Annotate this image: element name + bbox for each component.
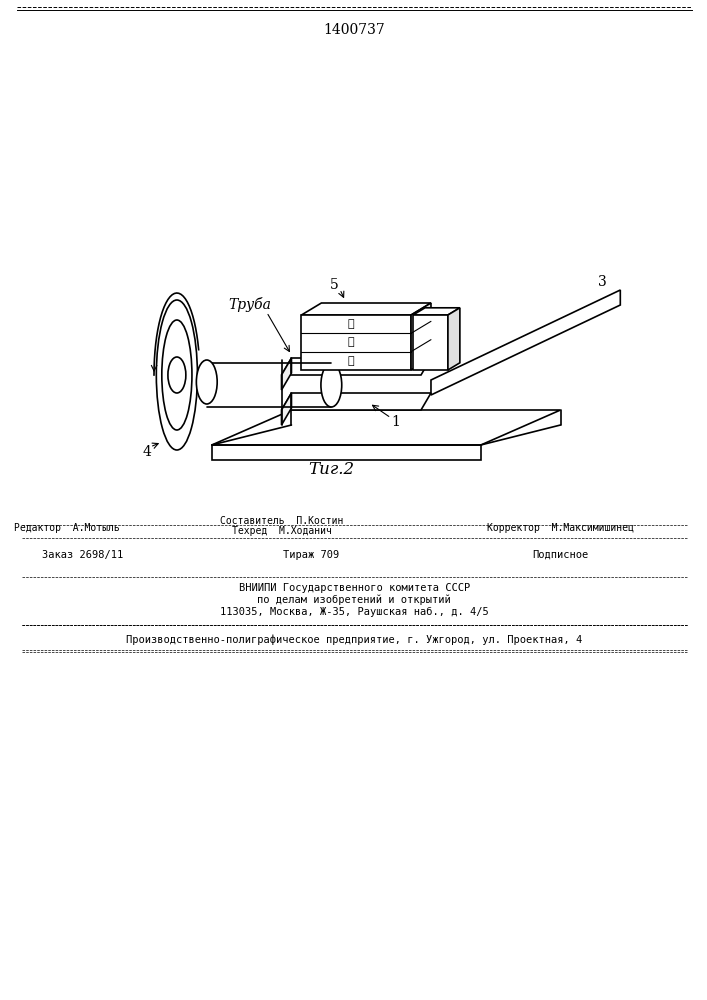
Text: Корректор  М.Максимишинец: Корректор М.Максимишинец [487, 523, 634, 533]
Text: Техред  М.Ходанич: Техред М.Ходанич [232, 526, 332, 536]
Polygon shape [413, 315, 448, 370]
Text: Труба: Труба [228, 298, 271, 312]
Polygon shape [281, 393, 431, 410]
Text: Подписное: Подписное [532, 550, 589, 560]
Ellipse shape [197, 360, 217, 404]
Text: 5: 5 [330, 278, 339, 292]
Ellipse shape [162, 320, 192, 430]
Text: ②: ② [347, 338, 354, 348]
Text: Τиг.2: Τиг.2 [308, 462, 354, 479]
Text: Тираж 709: Тираж 709 [284, 550, 339, 560]
Ellipse shape [156, 300, 197, 450]
Text: ③: ③ [347, 319, 354, 329]
Ellipse shape [168, 357, 186, 393]
Text: Заказ 2698/11: Заказ 2698/11 [42, 550, 123, 560]
Text: 3: 3 [598, 275, 607, 289]
Polygon shape [301, 303, 431, 315]
Polygon shape [281, 358, 291, 390]
Polygon shape [431, 290, 620, 395]
Polygon shape [281, 358, 431, 375]
Polygon shape [411, 303, 431, 370]
Text: Составитель  П.Костин: Составитель П.Костин [220, 516, 343, 526]
Text: по делам изобретений и открытий: по делам изобретений и открытий [257, 595, 451, 605]
Polygon shape [448, 308, 460, 370]
Text: 1: 1 [392, 415, 401, 429]
Text: 4: 4 [143, 445, 151, 459]
Text: Производственно-полиграфическое предприятие, г. Ужгород, ул. Проектная, 4: Производственно-полиграфическое предприя… [126, 635, 583, 645]
Text: ВНИИПИ Государственного комитета СССР: ВНИИПИ Государственного комитета СССР [239, 583, 470, 593]
Polygon shape [301, 315, 411, 370]
Text: ①: ① [347, 356, 354, 366]
Text: 113035, Москва, Ж-35, Раушская наб., д. 4/5: 113035, Москва, Ж-35, Раушская наб., д. … [220, 607, 489, 617]
Ellipse shape [321, 363, 341, 407]
Text: 1400737: 1400737 [323, 23, 385, 37]
Text: Редактор  А.Мотыль: Редактор А.Мотыль [14, 523, 120, 533]
Polygon shape [281, 393, 291, 425]
Polygon shape [413, 308, 460, 315]
